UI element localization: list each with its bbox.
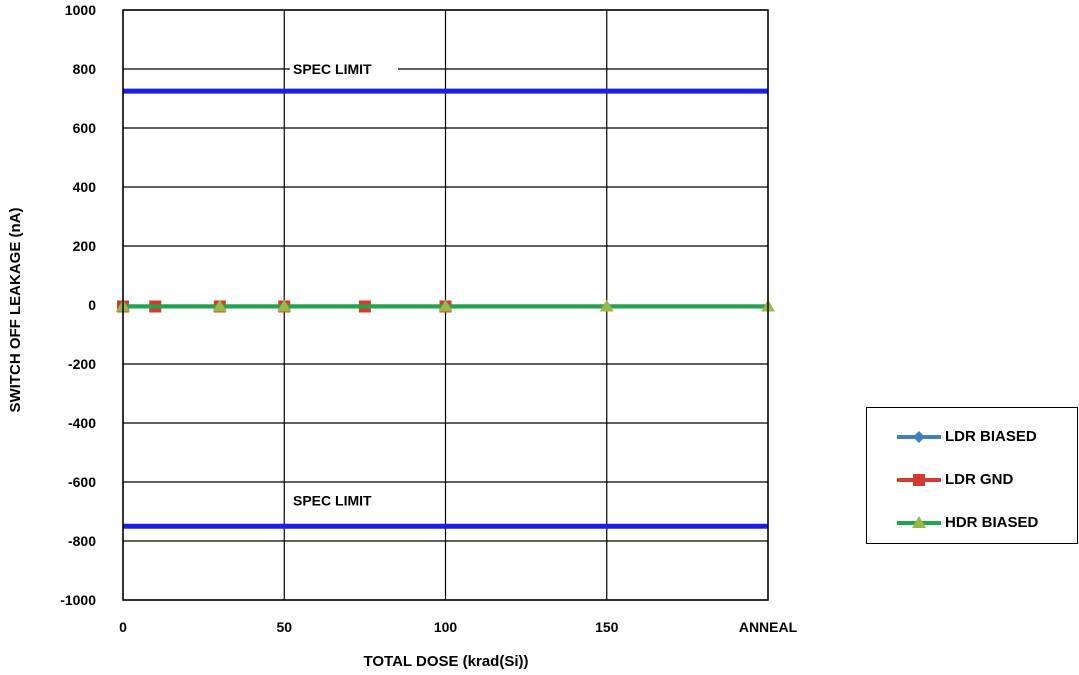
y-tick-label: -1000 — [60, 592, 96, 608]
spec-limit-label-bg — [290, 492, 398, 510]
x-tick-label: 0 — [119, 619, 127, 635]
data-point — [212, 299, 227, 312]
plot-frame — [122, 9, 769, 601]
legend-label-ldr-biased: LDR BIASED — [945, 428, 1037, 445]
y-tick-label: 600 — [73, 120, 97, 136]
x-axis-title: TOTAL DOSE (krad(Si)) — [363, 653, 528, 670]
spec-limit-label: SPEC LIMIT — [293, 61, 372, 77]
x-tick-label: 100 — [434, 619, 458, 635]
legend-item-ldr-gnd: LDR GND — [867, 465, 1077, 495]
y-tick-label: 400 — [73, 179, 97, 195]
data-point — [599, 299, 614, 312]
legend-label-ldr-gnd: LDR GND — [945, 471, 1014, 488]
legend-marker — [912, 516, 926, 528]
x-tick-label: 50 — [276, 619, 292, 635]
y-tick-label: 1000 — [65, 2, 96, 18]
axes: 1000 800 600 400 200 0 -200 -400 -600 -800 -1000 0 5… — [60, 2, 797, 635]
y-tick-label: 800 — [73, 61, 97, 77]
spec-limit-label-bg — [290, 61, 398, 79]
x-tick-label: 150 — [595, 619, 619, 635]
y-tick-label: -800 — [68, 533, 96, 549]
spec-limits: SPEC LIMIT SPEC LIMIT — [123, 61, 768, 529]
legend-swatch-hdr-biased — [897, 516, 941, 528]
data-point — [438, 299, 453, 312]
series — [116, 299, 775, 313]
x-tick-label: ANNEAL — [739, 619, 798, 635]
legend-item-ldr-biased: LDR BIASED — [867, 422, 1077, 452]
data-point — [277, 299, 292, 312]
y-tick-label: -600 — [68, 474, 96, 490]
legend-marker — [913, 474, 925, 486]
legend-item-hdr-biased: HDR BIASED — [867, 508, 1077, 538]
legend: LDR BIASED LDR GND HDR BIASED — [866, 407, 1078, 544]
y-axis-title: SWITCH OFF LEAKAGE (nA) — [7, 208, 24, 413]
y-tick-label: 0 — [88, 297, 96, 313]
legend-marker — [913, 431, 925, 443]
y-tick-label: 200 — [73, 238, 97, 254]
y-tick-label: -200 — [68, 356, 96, 372]
legend-swatch-ldr-biased — [897, 431, 941, 443]
spec-limit-label: SPEC LIMIT — [293, 492, 372, 508]
legend-label-hdr-biased: HDR BIASED — [945, 514, 1039, 531]
legend-swatch-ldr-gnd — [897, 474, 941, 486]
y-tick-label: -400 — [68, 415, 96, 431]
